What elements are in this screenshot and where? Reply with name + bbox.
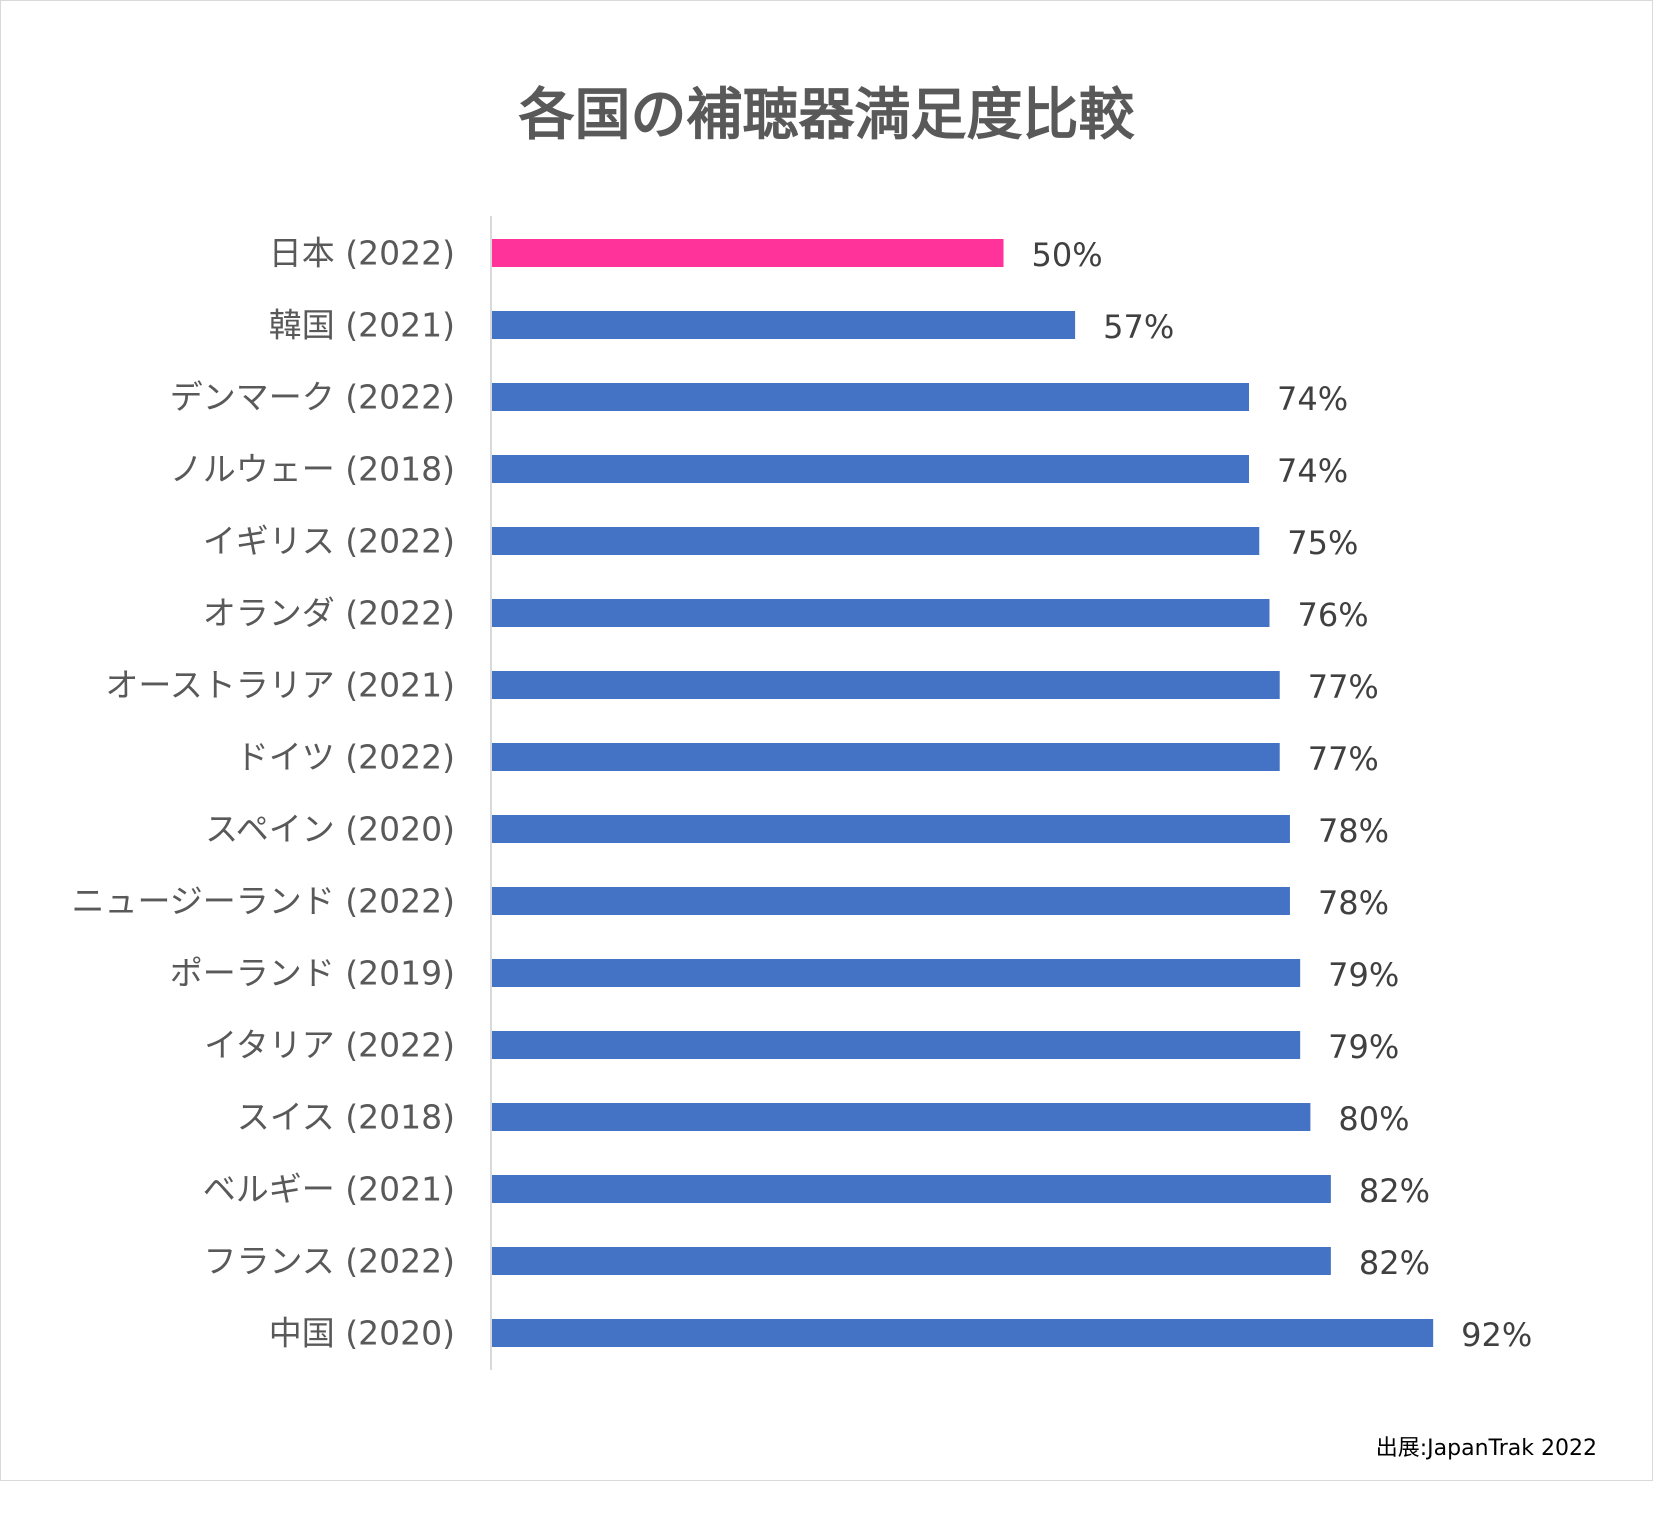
category-label: 日本 (2022) <box>269 234 455 273</box>
category-label: イタリア (2022) <box>204 1026 455 1065</box>
bar <box>492 1103 1311 1131</box>
category-label: ノルウェー (2018) <box>170 450 455 489</box>
bar <box>492 239 1004 267</box>
data-label: 74% <box>1277 452 1348 490</box>
bar <box>492 383 1250 411</box>
category-label: ドイツ (2022) <box>236 738 455 777</box>
data-label: 92% <box>1461 1316 1532 1354</box>
data-label: 82% <box>1359 1244 1430 1282</box>
data-label: 78% <box>1318 884 1389 922</box>
bar <box>492 959 1301 987</box>
chart-title: 各国の補聴器満足度比較 <box>518 83 1135 148</box>
category-label: 中国 (2020) <box>269 1314 455 1353</box>
bar <box>492 527 1260 555</box>
data-label: 77% <box>1308 740 1379 778</box>
data-label: 79% <box>1328 956 1399 994</box>
data-label: 74% <box>1277 380 1348 418</box>
data-label: 76% <box>1297 596 1368 634</box>
source-note: 出展:JapanTrak 2022 <box>1375 1436 1597 1461</box>
data-label: 78% <box>1318 812 1389 850</box>
bar <box>492 743 1280 771</box>
category-label: デンマーク (2022) <box>170 378 455 417</box>
category-label: スイス (2018) <box>237 1098 455 1137</box>
bar <box>492 1247 1331 1275</box>
data-label: 77% <box>1308 668 1379 706</box>
bar <box>492 455 1250 483</box>
data-label: 57% <box>1103 308 1174 346</box>
data-label: 80% <box>1338 1100 1409 1138</box>
category-label: ベルギー (2021) <box>203 1170 455 1209</box>
bar <box>492 1175 1331 1203</box>
category-label: 韓国 (2021) <box>269 306 455 345</box>
category-label: ニュージーランド (2022) <box>71 882 455 921</box>
bar <box>492 1031 1301 1059</box>
data-label: 82% <box>1359 1172 1430 1210</box>
bar <box>492 815 1290 843</box>
bar <box>492 311 1076 339</box>
category-label: イギリス (2022) <box>203 522 455 561</box>
data-label: 50% <box>1032 236 1103 274</box>
bar <box>492 599 1270 627</box>
bar <box>492 1319 1434 1347</box>
data-label: 75% <box>1287 524 1358 562</box>
bar <box>492 887 1290 915</box>
category-label: オランダ (2022) <box>203 594 455 633</box>
category-label: ポーランド (2019) <box>170 954 455 993</box>
category-label: スペイン (2020) <box>205 810 455 849</box>
category-label: フランス (2022) <box>203 1242 455 1281</box>
bar <box>492 671 1280 699</box>
category-label: オーストラリア (2021) <box>105 666 455 705</box>
data-label: 79% <box>1328 1028 1399 1066</box>
